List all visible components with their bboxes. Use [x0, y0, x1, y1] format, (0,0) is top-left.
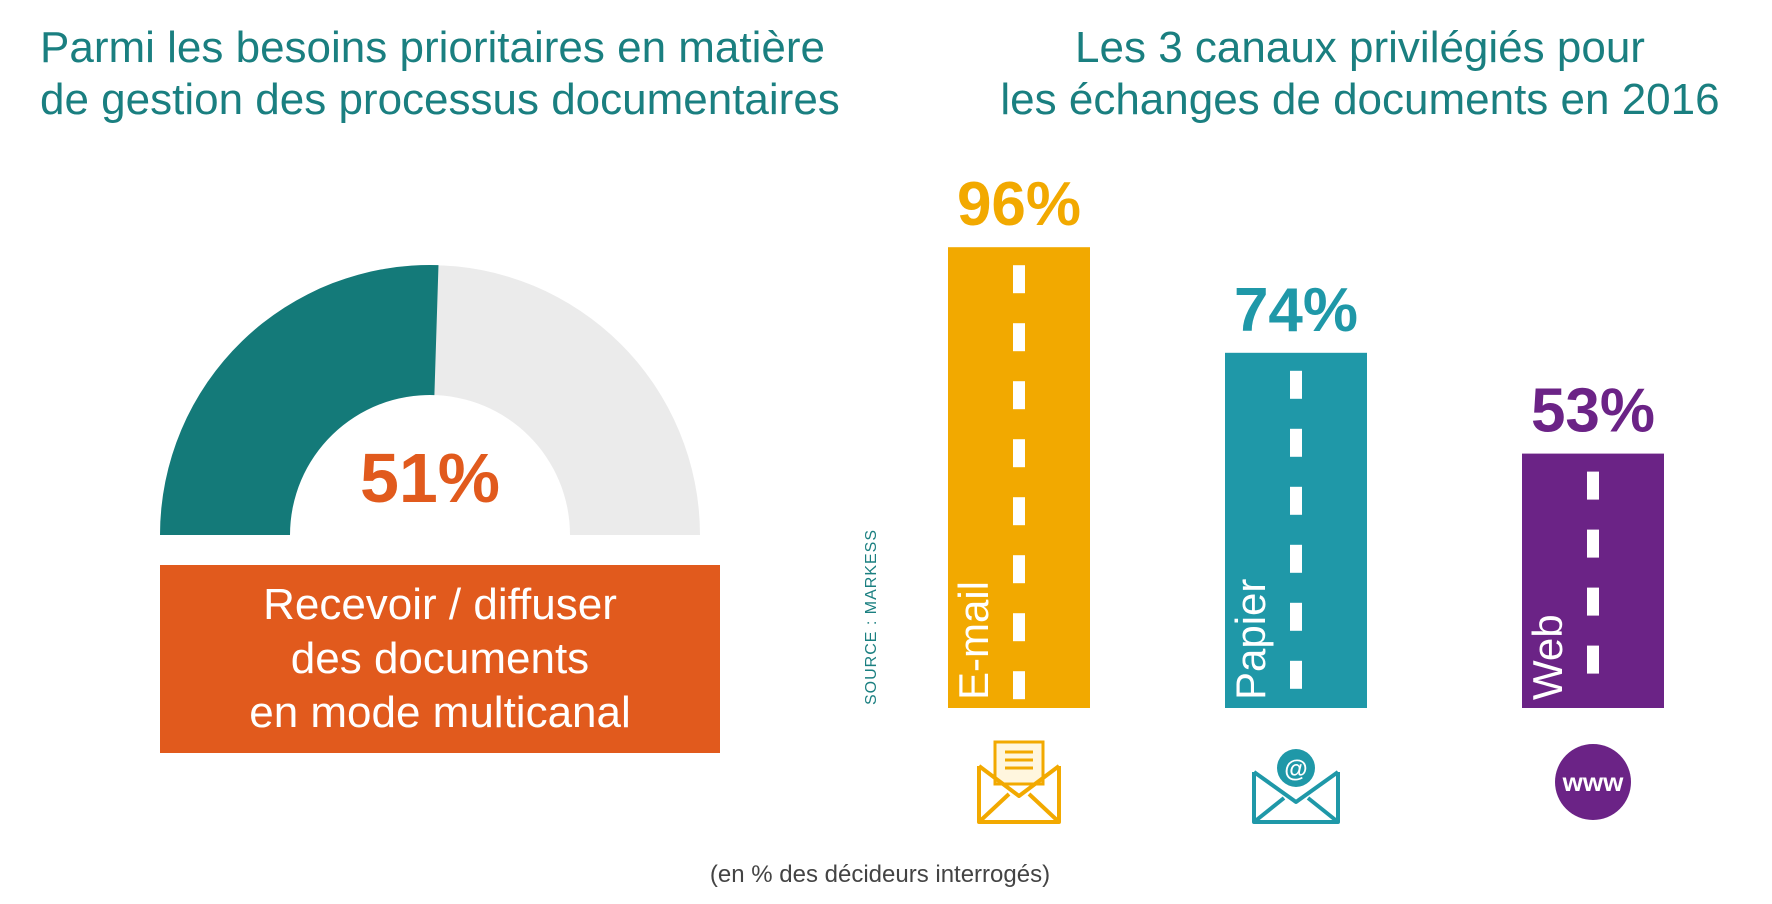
envelope-at-icon: @ — [1252, 749, 1340, 824]
category-label-web: Web — [1524, 614, 1571, 700]
envelope-flap — [1252, 770, 1340, 804]
right-title: Les 3 canaux privilégiés pour les échang… — [960, 22, 1760, 126]
source-label: SOURCE : MARKESS — [863, 529, 880, 705]
lane-dash-e-mail — [1013, 323, 1025, 352]
need-line-3: en mode multicanal — [249, 688, 631, 737]
www-text: www — [1562, 767, 1624, 797]
www-globe-icon: www — [1555, 744, 1631, 820]
lane-dash-papier — [1290, 486, 1302, 515]
envelope-folds — [977, 792, 1061, 824]
globe-disc — [1555, 744, 1631, 820]
envelope-folds — [1252, 796, 1340, 824]
lane-dash-papier — [1290, 544, 1302, 573]
lane-dash-papier — [1290, 428, 1302, 457]
bars-group: 96% E-mail 74% Papier @53% Web www — [948, 170, 1664, 824]
lane-dash-papier — [1290, 660, 1302, 689]
bar-papier — [1225, 352, 1367, 708]
gauge-value-arc — [160, 265, 439, 535]
value-label-papier: 74% — [1234, 276, 1358, 345]
need-line-2: des documents — [290, 634, 590, 683]
need-line-1: Recevoir / diffuser — [263, 580, 617, 629]
lane-dash-e-mail — [1013, 671, 1025, 700]
gauge-chart — [160, 265, 700, 535]
lane-dash-e-mail — [1013, 381, 1025, 410]
category-label-papier: Papier — [1227, 579, 1274, 700]
lane-dash-e-mail — [1013, 613, 1025, 642]
lane-dash-web — [1587, 471, 1599, 500]
letter-sheet — [993, 740, 1045, 786]
envelope-body — [1252, 772, 1340, 824]
left-title: Parmi les besoins prioritaires en matièr… — [40, 22, 880, 126]
category-label-e-mail: E-mail — [950, 581, 997, 700]
at-symbol: @ — [1284, 756, 1307, 783]
value-label-web: 53% — [1531, 377, 1655, 446]
envelope-flap — [977, 764, 1061, 798]
lane-dash-web — [1587, 645, 1599, 674]
lane-dash-e-mail — [1013, 265, 1025, 294]
right-title-line-2: les échanges de documents en 2016 — [1000, 75, 1720, 124]
need-box-text: Recevoir / diffuser des documents en mod… — [249, 578, 631, 740]
left-title-line-1: Parmi les besoins prioritaires en matièr… — [40, 23, 825, 72]
envelope-body — [977, 766, 1061, 824]
right-title-line-1: Les 3 canaux privilégiés pour — [1075, 23, 1645, 72]
left-title-line-2: de gestion des processus documentaires — [40, 75, 840, 124]
lane-dash-web — [1587, 529, 1599, 558]
envelope-letter-icon — [977, 740, 1061, 824]
need-box: Recevoir / diffuser des documents en mod… — [160, 565, 720, 753]
gauge-percent-label: 51% — [359, 439, 501, 517]
lane-dash-e-mail — [1013, 439, 1025, 468]
lane-dash-papier — [1290, 370, 1302, 399]
lane-dash-papier — [1290, 602, 1302, 631]
footnote: (en % des décideurs interrogés) — [709, 861, 1051, 888]
at-disc — [1277, 749, 1315, 787]
value-label-e-mail: 96% — [957, 170, 1081, 239]
lane-dash-e-mail — [1013, 555, 1025, 584]
lane-dash-web — [1587, 587, 1599, 616]
lane-dash-e-mail — [1013, 497, 1025, 526]
